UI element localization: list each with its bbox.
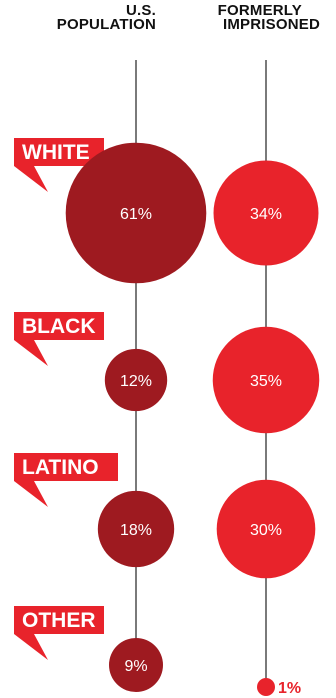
bubble-formerly-imprisoned-other [257, 678, 275, 696]
bubble-formerly-imprisoned-black [212, 326, 320, 434]
header-us-population-line-2: POPULATION [56, 16, 156, 33]
value-label-us-population-white: 61% [120, 206, 152, 223]
value-label-us-population-latino: 18% [120, 522, 152, 539]
header-formerly-imprisoned: FORMERLY IMPRISONED [180, 2, 320, 33]
category-tag-tail-black [14, 340, 48, 366]
value-label-formerly-imprisoned-latino: 30% [250, 522, 282, 539]
value-label-us-population-black: 12% [120, 373, 152, 390]
bubble-formerly-imprisoned-white [213, 160, 319, 266]
category-label-white: WHITE [22, 141, 90, 164]
bubble-us-population-white [65, 142, 207, 284]
bubble-formerly-imprisoned-latino [216, 479, 316, 579]
bubble-us-population-black [104, 348, 168, 412]
category-label-other: OTHER [22, 609, 96, 632]
category-label-latino: LATINO [22, 456, 99, 479]
category-tag-tail-white [14, 166, 48, 192]
category-label-black: BLACK [22, 315, 96, 338]
value-label-formerly-imprisoned-black: 35% [250, 373, 282, 390]
category-tag-tail-latino [14, 481, 48, 507]
value-label-formerly-imprisoned-other: 1% [278, 680, 301, 697]
category-tag-other [14, 606, 104, 634]
category-tag-black [14, 312, 104, 340]
header-us-population-line-1: U.S. [126, 2, 156, 19]
value-label-formerly-imprisoned-white: 34% [250, 206, 282, 223]
header-formerly-imprisoned-line-1: FORMERLY [217, 2, 302, 19]
bubble-us-population-latino [97, 490, 175, 568]
header-us-population: U.S. POPULATION [20, 2, 156, 33]
category-tag-latino [14, 453, 118, 481]
bubble-us-population-other [109, 638, 163, 692]
value-label-us-population-other: 9% [124, 658, 147, 675]
category-tag-tail-other [14, 634, 48, 660]
header-formerly-imprisoned-line-2: IMPRISONED [222, 16, 320, 33]
